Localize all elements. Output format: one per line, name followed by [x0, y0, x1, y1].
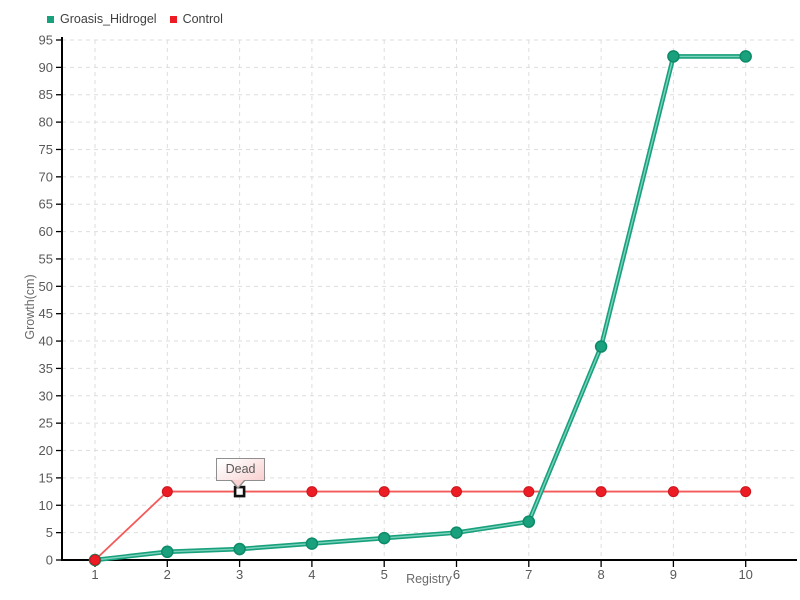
point-control-10[interactable] — [740, 486, 752, 498]
point-groasis-5[interactable] — [377, 531, 391, 545]
point-groasis-8[interactable] — [594, 340, 608, 353]
point-control-5[interactable] — [378, 486, 390, 498]
y-axis-title: Growth(cm) — [23, 274, 37, 340]
point-groasis-10[interactable] — [739, 50, 752, 63]
legend: Groasis_Hidrogel Control — [47, 12, 223, 26]
point-control-8[interactable] — [595, 486, 607, 498]
control-line — [94, 490, 746, 561]
series-control-line — [94, 490, 746, 561]
point-control-2[interactable] — [161, 486, 173, 498]
point-groasis-9[interactable] — [667, 50, 680, 63]
x-tick-label-10: 10 — [738, 567, 752, 582]
x-tick-label-8: 8 — [597, 567, 604, 582]
point-control-4[interactable] — [306, 486, 318, 498]
y-tick-label-25: 25 — [39, 416, 53, 431]
y-tick-labels: 0 5 10 15 20 25 30 35 40 45 50 55 60 65 70 75 80 85 90 95 — [39, 33, 62, 568]
y-tick-label-15: 15 — [39, 470, 53, 485]
y-tick-label-75: 75 — [39, 142, 53, 157]
x-tick-label-2: 2 — [164, 567, 171, 582]
point-control-7[interactable] — [523, 486, 535, 498]
y-tick-label-20: 20 — [39, 443, 53, 458]
legend-swatch-control-icon — [169, 15, 177, 23]
y-tick-label-50: 50 — [39, 279, 53, 294]
legend-item-control[interactable]: Control — [169, 12, 223, 26]
y-tick-label-60: 60 — [39, 224, 53, 239]
x-tick-label-7: 7 — [525, 567, 532, 582]
x-tick-label-9: 9 — [670, 567, 677, 582]
y-tick-label-30: 30 — [39, 388, 53, 403]
y-tick-label-80: 80 — [39, 115, 53, 130]
x-tick-label-6: 6 — [453, 567, 460, 582]
point-control-6[interactable] — [451, 486, 462, 498]
point-groasis-7[interactable] — [522, 515, 536, 528]
legend-label-groasis: Groasis_Hidrogel — [60, 12, 157, 26]
point-groasis-2[interactable] — [161, 545, 174, 559]
x-tick-label-3: 3 — [236, 567, 243, 582]
groasis-line-highlight — [94, 55, 746, 561]
x-tick-label-1: 1 — [91, 567, 98, 582]
y-tick-label-45: 45 — [39, 306, 53, 321]
y-tick-label-95: 95 — [39, 33, 53, 48]
point-groasis-4[interactable] — [305, 537, 319, 550]
point-control-1[interactable] — [89, 554, 101, 566]
y-tick-label-85: 85 — [39, 87, 53, 102]
y-tick-label-10: 10 — [39, 498, 53, 513]
annotation-tooltip: Dead — [215, 457, 266, 489]
y-tick-label-35: 35 — [39, 361, 53, 376]
y-gridlines — [62, 39, 796, 534]
x-axis-title: Registry — [406, 572, 452, 586]
point-groasis-3[interactable] — [233, 542, 246, 556]
groasis-line — [92, 54, 749, 563]
y-tick-label-0: 0 — [46, 553, 53, 568]
legend-label-control: Control — [182, 12, 223, 26]
legend-swatch-groasis-icon — [47, 15, 54, 23]
y-tick-label-55: 55 — [39, 251, 53, 266]
y-tick-label-40: 40 — [39, 334, 53, 349]
annotation-tooltip-text: Dead — [225, 461, 256, 476]
y-tick-label-65: 65 — [39, 197, 53, 212]
y-tick-label-90: 90 — [39, 60, 53, 75]
axes — [61, 37, 797, 561]
point-groasis-6[interactable] — [450, 526, 463, 539]
point-control-9[interactable] — [667, 486, 679, 498]
y-tick-label-70: 70 — [39, 169, 53, 184]
series-control-markers — [89, 485, 752, 566]
x-tick-label-4: 4 — [308, 567, 315, 582]
x-tick-labels: 1 2 3 4 5 6 7 8 9 10 — [91, 560, 753, 582]
y-tick-label-5: 5 — [46, 525, 53, 540]
x-tick-label-5: 5 — [381, 567, 388, 582]
series-groasis — [88, 50, 752, 567]
x-gridlines — [94, 40, 747, 560]
legend-item-groasis-hidrogel[interactable]: Groasis_Hidrogel — [47, 12, 157, 26]
